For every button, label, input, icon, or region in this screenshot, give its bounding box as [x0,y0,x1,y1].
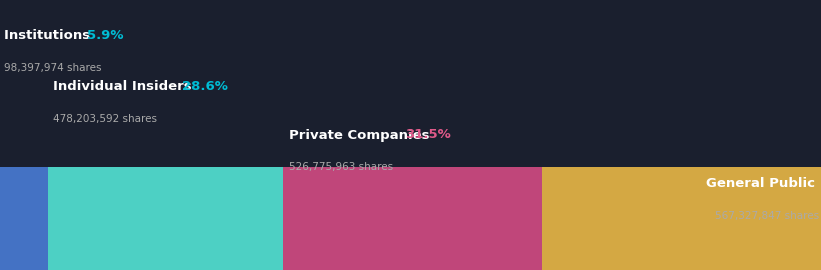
Text: 28.6%: 28.6% [182,80,228,93]
Text: 526,775,963 shares: 526,775,963 shares [289,162,393,173]
Bar [0,167,48,270]
Bar [48,167,283,270]
Text: Institutions: Institutions [4,29,95,42]
Text: 31.5%: 31.5% [405,129,451,141]
Text: 98,397,974 shares: 98,397,974 shares [4,62,102,73]
Text: 567,327,847 shares: 567,327,847 shares [715,211,819,221]
Text: General Public: General Public [706,177,819,190]
Text: 5.9%: 5.9% [87,29,123,42]
Text: Private Companies: Private Companies [289,129,434,141]
Bar [283,167,542,270]
Text: 478,203,592 shares: 478,203,592 shares [53,114,158,124]
Text: 34.0%: 34.0% [773,177,819,190]
Bar [542,167,821,270]
Text: Individual Insiders: Individual Insiders [53,80,196,93]
